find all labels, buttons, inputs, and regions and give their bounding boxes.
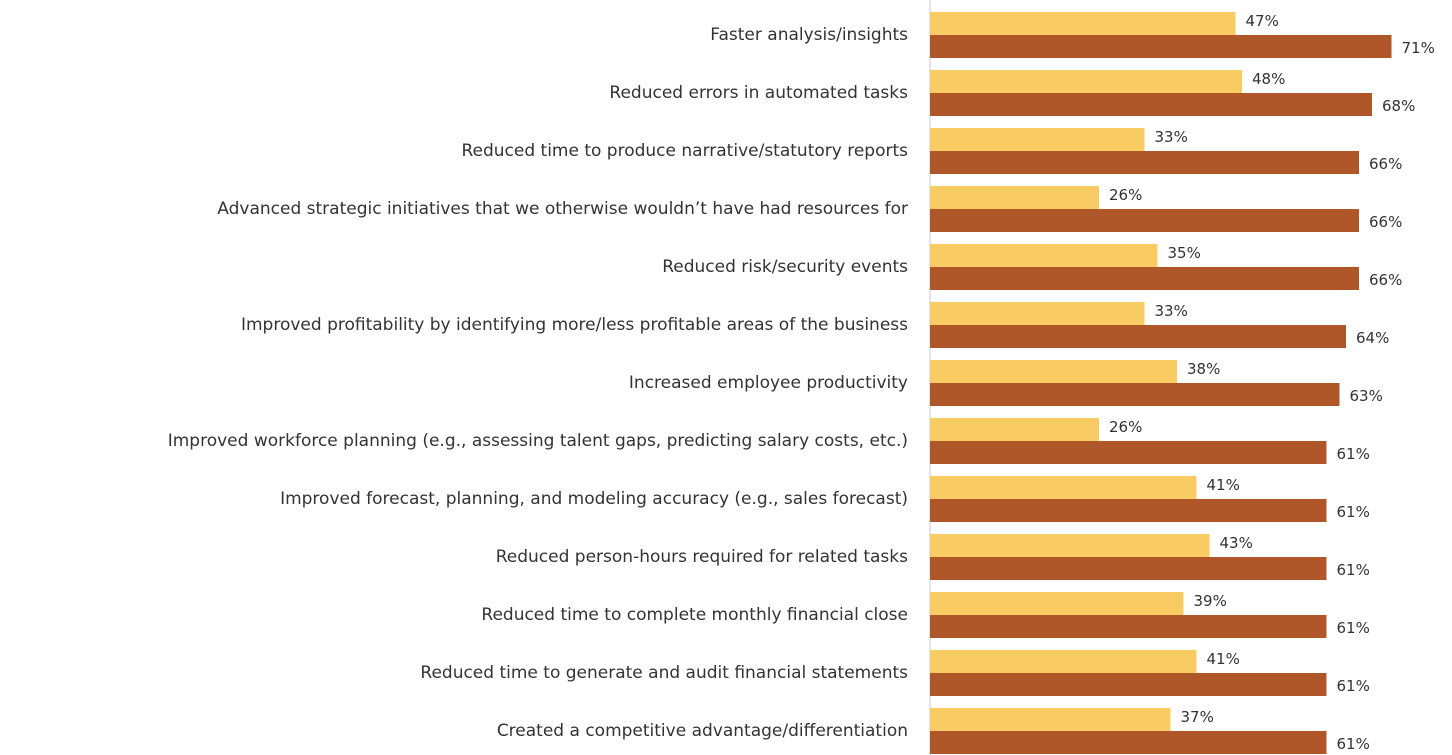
bar [930,93,1372,116]
bar [930,673,1327,696]
value-label: 71% [1402,39,1435,57]
category-label: Improved workforce planning (e.g., asses… [168,431,908,451]
category-label: Reduced person-hours required for relate… [496,547,908,567]
bar [930,708,1171,731]
value-label: 68% [1382,97,1415,115]
value-label: 41% [1207,650,1240,668]
value-label: 37% [1181,708,1214,726]
category-label: Faster analysis/insights [710,25,908,45]
value-label: 47% [1246,12,1279,30]
value-label: 61% [1337,503,1370,521]
bar [930,302,1145,325]
bar [930,360,1177,383]
category-label: Created a competitive advantage/differen… [497,721,908,741]
value-label: 61% [1337,619,1370,637]
value-label: 66% [1369,155,1402,173]
value-label: 38% [1187,360,1220,378]
bar [930,592,1184,615]
bar [930,325,1346,348]
value-label: 66% [1369,271,1402,289]
category-label: Increased employee productivity [629,373,908,393]
value-label: 26% [1109,186,1142,204]
bar [930,499,1327,522]
value-label: 61% [1337,677,1370,695]
category-label: Improved profitability by identifying mo… [241,315,908,335]
value-label: 61% [1337,445,1370,463]
category-label: Reduced risk/security events [662,257,908,277]
bar [930,128,1145,151]
bar [930,12,1236,35]
value-label: 41% [1207,476,1240,494]
category-label: Advanced strategic initiatives that we o… [217,199,908,219]
value-label: 26% [1109,418,1142,436]
bar [930,209,1359,232]
bar [930,35,1392,58]
bar [930,70,1242,93]
bar [930,418,1099,441]
value-label: 33% [1155,302,1188,320]
bar [930,244,1158,267]
bar [930,476,1197,499]
bar [930,650,1197,673]
value-label: 64% [1356,329,1389,347]
value-label: 48% [1252,70,1285,88]
bar [930,615,1327,638]
category-label: Reduced time to complete monthly financi… [481,605,908,625]
bar [930,731,1327,754]
value-label: 61% [1337,735,1370,753]
value-label: 39% [1194,592,1227,610]
bar [930,267,1359,290]
bar [930,151,1359,174]
value-label: 33% [1155,128,1188,146]
category-label: Reduced time to generate and audit finan… [420,663,908,683]
bar [930,186,1099,209]
bar [930,383,1340,406]
value-label: 43% [1220,534,1253,552]
bar [930,441,1327,464]
value-label: 35% [1168,244,1201,262]
category-label: Reduced errors in automated tasks [609,83,908,103]
value-label: 63% [1350,387,1383,405]
bar [930,534,1210,557]
bar [930,557,1327,580]
value-label: 66% [1369,213,1402,231]
category-label: Improved forecast, planning, and modelin… [280,489,908,509]
category-label: Reduced time to produce narrative/statut… [461,141,908,161]
value-label: 61% [1337,561,1370,579]
